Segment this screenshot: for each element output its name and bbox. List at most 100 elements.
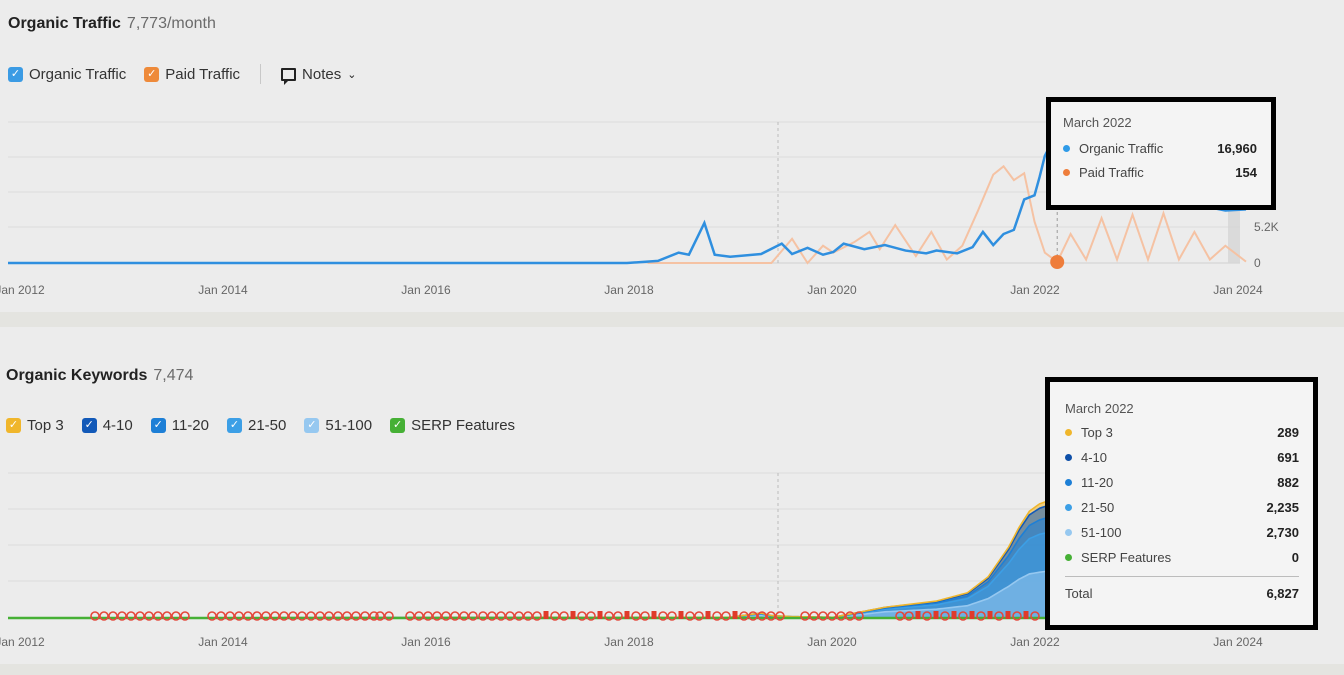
google-icon [405,611,415,621]
google-icon [694,611,704,621]
x-tick-label: Jan 2018 [604,635,654,649]
tooltip-total-value: 6,827 [1266,586,1299,601]
google-icon [144,611,154,621]
serp-marker [951,611,957,619]
google-icon [108,611,118,621]
keywords-summary: 7,474 [153,367,194,384]
legend-top-3[interactable]: ✓ Top 3 [6,417,64,434]
serp-marker [969,611,975,619]
checkbox-paid-traffic[interactable]: ✓ [144,66,160,82]
legend-4-10[interactable]: ✓ 4-10 [81,417,133,434]
google-icon [559,611,569,621]
traffic-title-label: Organic Traffic [8,15,121,32]
checkbox-icon[interactable]: ✓ [304,418,320,433]
notes-button[interactable]: Notes ⌄ [281,66,356,85]
organic-keywords-chart[interactable]: Jan 2012 Jan 2014 Jan 2016 Jan 2018 Jan 2020… [0,327,1344,664]
legend-serp-features[interactable]: ✓ SERP Features [390,417,515,434]
tooltip-total-row: Total 6,827 [1065,581,1299,606]
legend-label: 21-50 [248,417,287,434]
traffic-summary: 7,773/month [126,15,216,32]
legend-label: 51-100 [325,417,373,434]
google-icon [450,611,460,621]
google-icon [940,611,950,621]
google-icon [748,611,758,621]
checkbox-icon[interactable]: ✓ [150,418,166,433]
legend-51-100[interactable]: ✓ 51-100 [304,417,372,434]
google-icon [252,611,262,621]
line-11-20 [7,514,1057,619]
google-icon [375,611,385,621]
google-icon [577,611,587,621]
google-icon [297,611,307,621]
google-icon [90,611,100,621]
x-tick-label: Jan 2020 [807,635,857,649]
tooltip-value: 0 [1291,550,1299,565]
paid-traffic-line [647,164,1247,265]
line-51-100 [7,569,1057,619]
traffic-legend: ✓ Organic Traffic ✓ Paid Traffic Notes ⌄ [8,64,374,85]
google-icon [640,611,650,621]
tooltip-date: March 2022 [1065,401,1134,416]
google-icon [369,611,379,621]
tooltip-label: 51-100 [1081,525,1122,540]
google-icon [667,611,677,621]
tooltip-label: Organic Traffic [1079,140,1164,156]
serp-marker [597,611,603,619]
google-icon [1012,611,1022,621]
google-icon [351,611,361,621]
tooltip-value: 882 [1277,475,1299,490]
y-tick-label: 0 [1254,256,1261,270]
legend-organic-traffic[interactable]: ✓ Organic Traffic [8,66,126,83]
checkbox-icon[interactable]: ✓ [390,418,406,433]
google-icon [153,611,163,621]
organic-traffic-panel: Organic Traffic 7,773/month ✓ Organic Tra… [0,0,1344,312]
google-icon [216,611,226,621]
tooltip-value: 289 [1277,425,1299,440]
checkbox-icon[interactable]: ✓ [227,418,242,433]
checkbox-organic-traffic[interactable]: ✓ [8,66,23,82]
google-icon [757,611,767,621]
google-icon [333,611,343,621]
legend-label: Organic Traffic [29,65,127,83]
paid-dot-icon [1063,168,1070,176]
tooltip-label: 21-50 [1081,500,1115,515]
legend-label: 11-20 [171,417,209,434]
legend-paid-traffic[interactable]: ✓ Paid Traffic [144,66,240,83]
legend-11-20[interactable]: ✓ 11-20 [150,417,209,434]
checkbox-icon[interactable]: ✓ [81,418,97,433]
x-tick-label: Jan 2016 [401,283,451,297]
x-tick-label: Jan 2024 [1213,283,1263,297]
google-icon [766,611,776,621]
google-icon [306,611,316,621]
keywords-title-label: Organic Keywords [6,367,148,384]
google-icon [324,611,334,621]
line-4-10 [7,502,1057,619]
legend-21-50[interactable]: ✓ 21-50 [227,417,286,434]
serp-marker [915,611,921,619]
line-top-3 [7,497,1057,619]
x-tick-label: Jan 2012 [0,635,45,649]
google-icon [423,611,433,621]
google-icon [775,611,785,621]
comment-icon [281,67,297,85]
tooltip-divider [1065,576,1299,577]
x-tick-label: Jan 2014 [198,635,248,649]
google-icon [904,611,914,621]
area-4-10 [8,503,1057,618]
keywords-tooltip: March 2022 Top 3 289 4-10 691 11-20 882 21-50 2… [1045,377,1318,630]
google-icon [854,611,864,621]
google-icon [827,611,837,621]
tooltip-label: Top 3 [1081,425,1113,440]
google-icon [586,611,596,621]
google-icon [836,611,846,621]
google-icon [432,611,442,621]
tooltip-row: Top 3 289 [1065,420,1299,445]
google-icon [523,611,533,621]
series-dot-icon [1065,529,1072,536]
google-icon [922,611,932,621]
google-icon [270,611,280,621]
google-icon [171,611,181,621]
google-icon [288,611,298,621]
checkbox-icon[interactable]: ✓ [6,418,21,433]
y-tick-label: 5.2K [1254,220,1279,234]
